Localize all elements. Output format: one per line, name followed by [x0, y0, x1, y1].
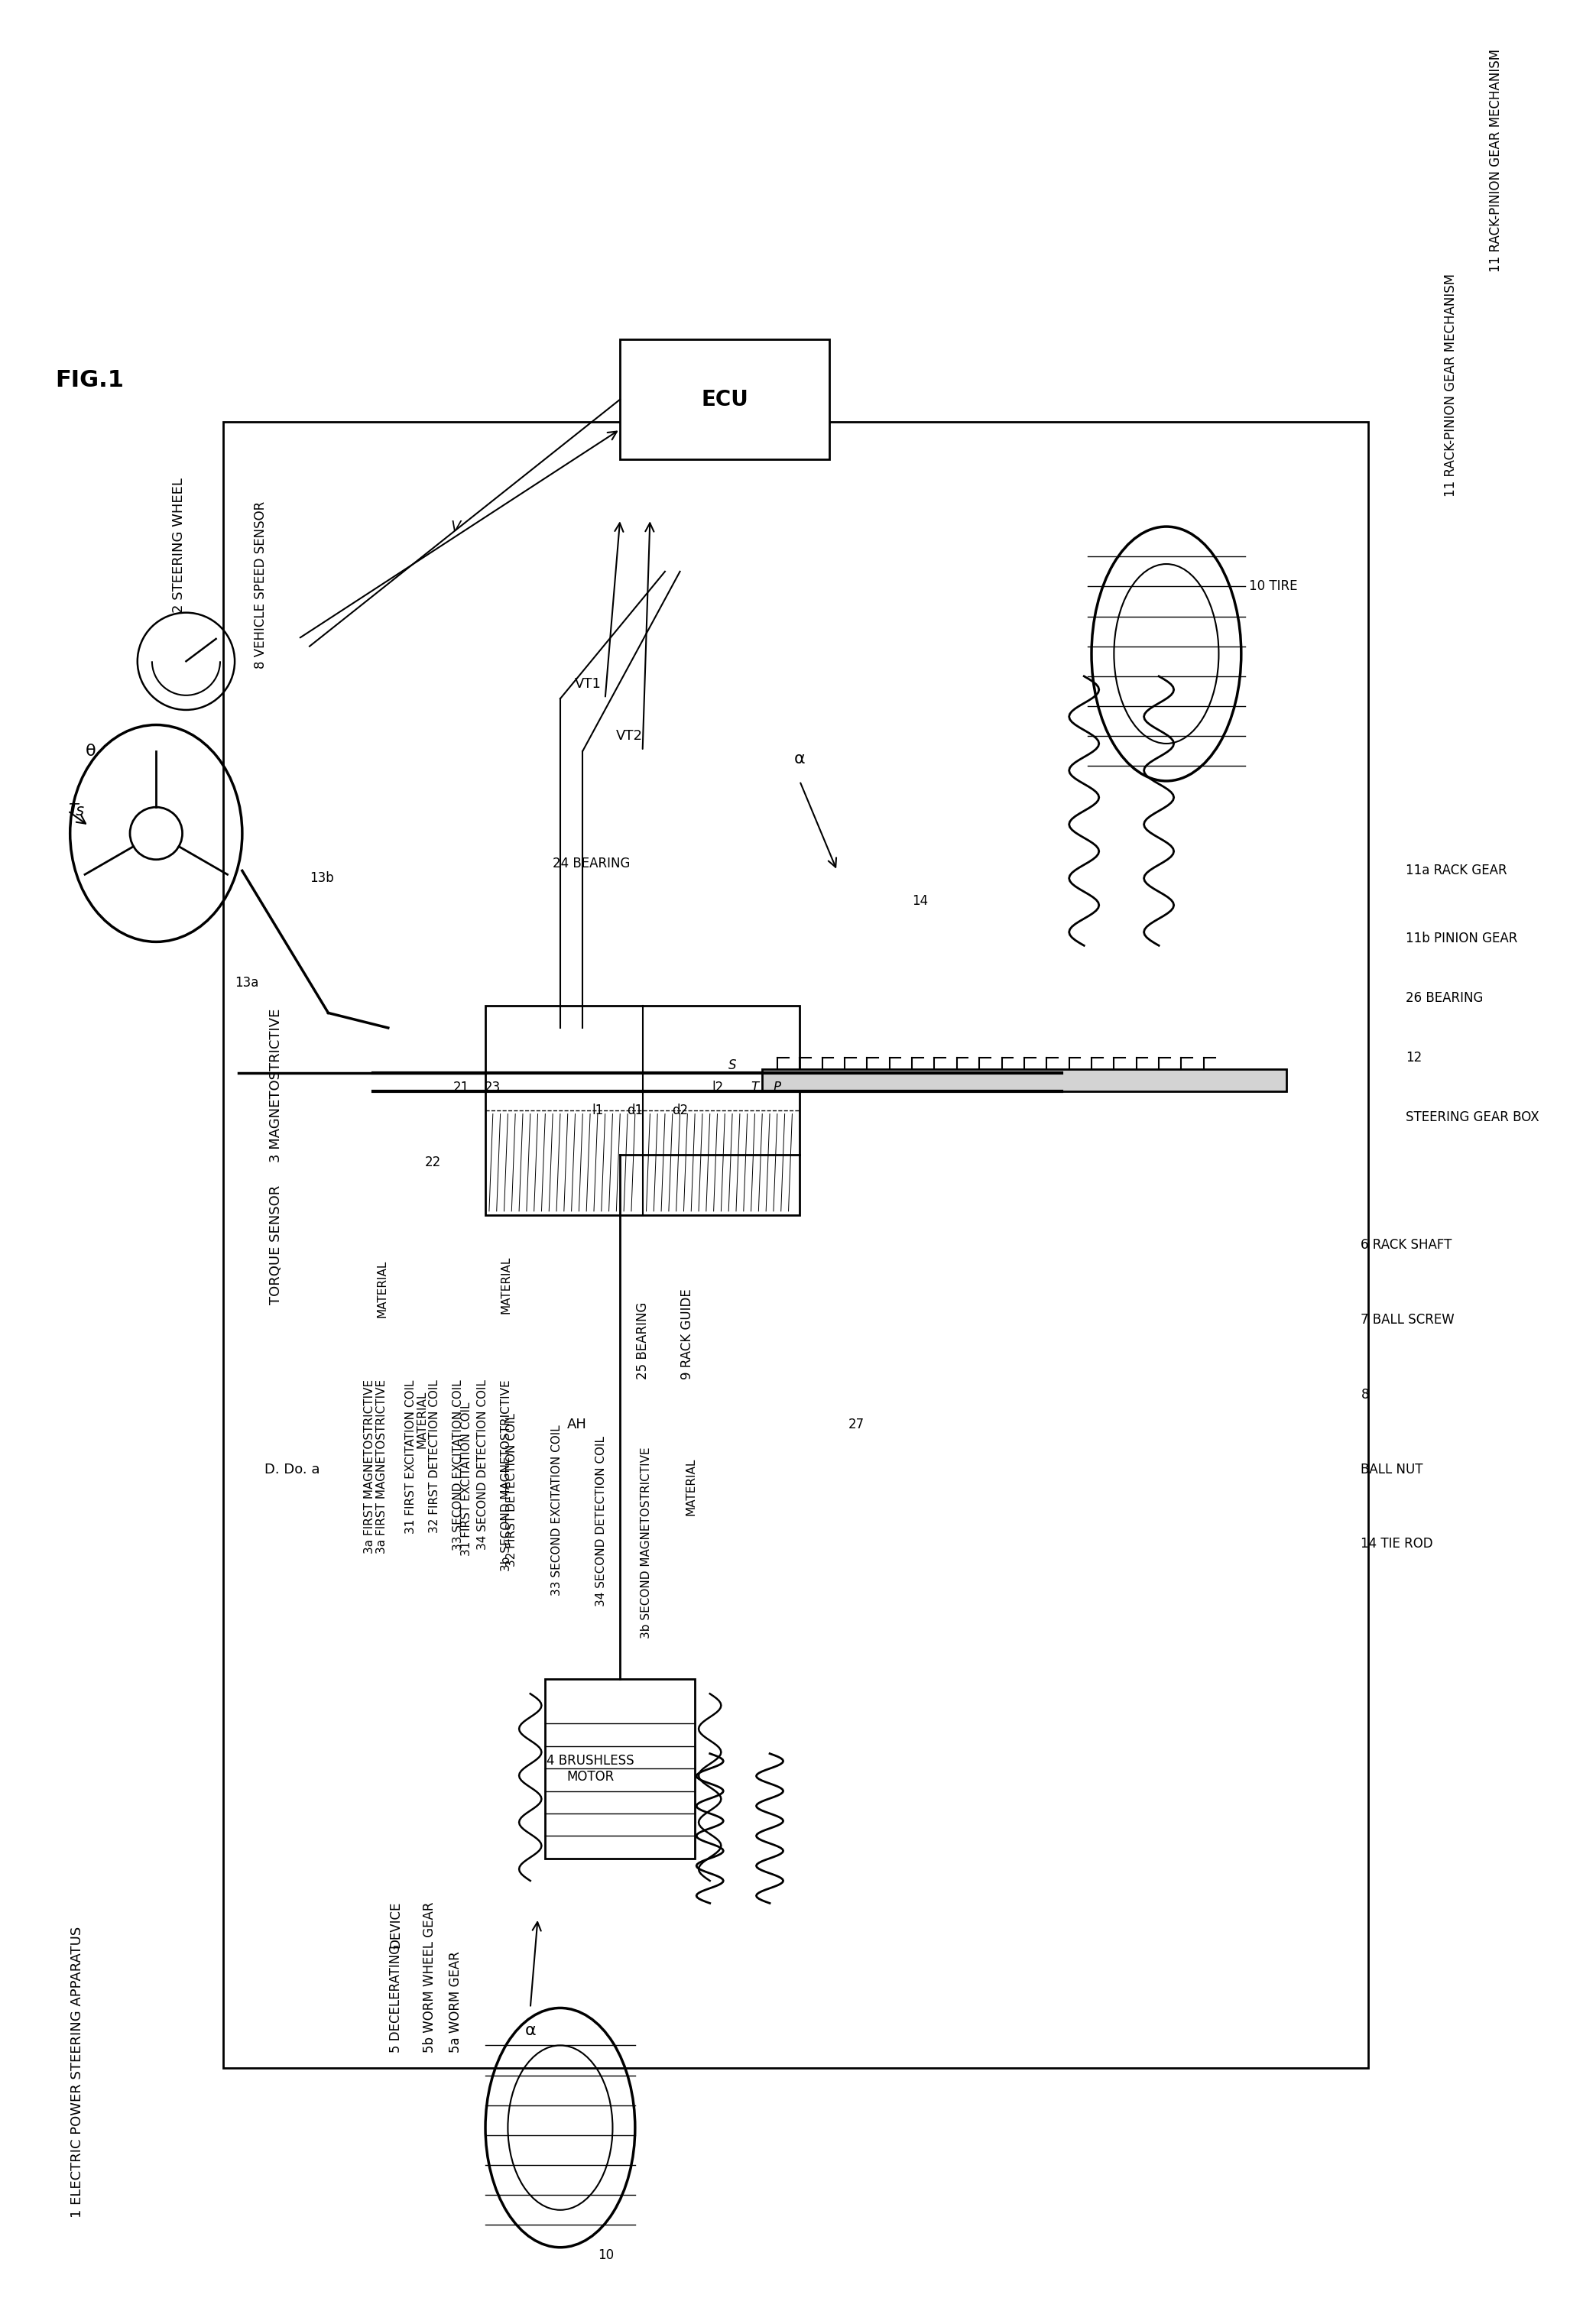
- Text: d1: d1: [627, 1104, 643, 1118]
- Text: α: α: [524, 2022, 537, 2038]
- Text: 24 BEARING: 24 BEARING: [552, 858, 630, 869]
- Text: 6 RACK SHAFT: 6 RACK SHAFT: [1361, 1239, 1452, 1253]
- Text: Ts: Ts: [68, 804, 84, 818]
- Text: 31 FIRST EXCITATION COIL: 31 FIRST EXCITATION COIL: [405, 1380, 416, 1534]
- Bar: [223, 423, 1368, 2068]
- Text: DEVICE: DEVICE: [389, 1901, 402, 1948]
- Text: 8 VEHICLE SPEED SENSOR: 8 VEHICLE SPEED SENSOR: [253, 502, 268, 669]
- Text: 27: 27: [848, 1418, 864, 1432]
- Bar: [545, 1678, 695, 1859]
- Text: 3a FIRST MAGNETOSTRICTIVE: 3a FIRST MAGNETOSTRICTIVE: [377, 1380, 388, 1555]
- Text: 4 BRUSHLESS
MOTOR: 4 BRUSHLESS MOTOR: [546, 1755, 633, 1783]
- Text: MATERIAL: MATERIAL: [416, 1390, 427, 1448]
- Text: 3 MAGNETOSTRICTIVE: 3 MAGNETOSTRICTIVE: [269, 1009, 283, 1162]
- Text: 13b: 13b: [310, 872, 334, 885]
- Text: 31 FIRST EXCITATION COIL: 31 FIRST EXCITATION COIL: [461, 1401, 472, 1557]
- Text: 5 DECELERATING: 5 DECELERATING: [389, 1945, 402, 2052]
- Text: 14 TIE ROD: 14 TIE ROD: [1361, 1536, 1433, 1550]
- Text: 12: 12: [1406, 1050, 1422, 1064]
- Text: 3b SECOND MAGNETOSTRICTIVE: 3b SECOND MAGNETOSTRICTIVE: [500, 1380, 511, 1571]
- Text: 8: 8: [1361, 1387, 1369, 1401]
- Text: 3a FIRST MAGNETOSTRICTIVE: 3a FIRST MAGNETOSTRICTIVE: [364, 1380, 375, 1555]
- Text: 7 BALL SCREW: 7 BALL SCREW: [1361, 1313, 1455, 1327]
- Text: 3b SECOND MAGNETOSTRICTIVE: 3b SECOND MAGNETOSTRICTIVE: [641, 1448, 652, 1638]
- Text: AH: AH: [567, 1418, 587, 1432]
- Text: 33 SECOND EXCITATION COIL: 33 SECOND EXCITATION COIL: [453, 1380, 464, 1550]
- Text: MATERIAL: MATERIAL: [377, 1260, 388, 1318]
- Text: MATERIAL: MATERIAL: [685, 1457, 697, 1515]
- Text: 34 SECOND DETECTION COIL: 34 SECOND DETECTION COIL: [476, 1380, 488, 1550]
- Bar: [621, 339, 829, 460]
- Text: D. Do. a: D. Do. a: [264, 1462, 320, 1476]
- Text: α: α: [795, 751, 806, 767]
- Text: MATERIAL: MATERIAL: [500, 1255, 511, 1313]
- Text: 25 BEARING: 25 BEARING: [636, 1301, 649, 1380]
- Text: 5a WORM GEAR: 5a WORM GEAR: [448, 1952, 462, 2052]
- Text: 11 RACK-PINION GEAR MECHANISM: 11 RACK-PINION GEAR MECHANISM: [1444, 274, 1458, 497]
- Text: 11a RACK GEAR: 11a RACK GEAR: [1406, 865, 1507, 878]
- Text: 13a: 13a: [234, 976, 258, 990]
- Text: TORQUE SENSOR: TORQUE SENSOR: [269, 1185, 283, 1304]
- Text: l2: l2: [711, 1081, 723, 1095]
- Text: 10 TIRE: 10 TIRE: [1249, 579, 1296, 593]
- Text: 9 RACK GUIDE: 9 RACK GUIDE: [681, 1290, 695, 1380]
- Text: 34 SECOND DETECTION COIL: 34 SECOND DETECTION COIL: [595, 1436, 608, 1606]
- Text: d2: d2: [671, 1104, 689, 1118]
- Text: θ: θ: [85, 744, 95, 758]
- Text: BALL NUT: BALL NUT: [1361, 1462, 1423, 1476]
- Text: l1: l1: [592, 1104, 603, 1118]
- Text: 1 ELECTRIC POWER STEERING APPARATUS: 1 ELECTRIC POWER STEERING APPARATUS: [70, 1927, 84, 2217]
- Text: 22: 22: [424, 1155, 442, 1169]
- Text: 32 FIRST DETECTION COIL: 32 FIRST DETECTION COIL: [429, 1380, 440, 1534]
- Bar: [763, 1069, 1285, 1092]
- Text: STEERING GEAR BOX: STEERING GEAR BOX: [1406, 1111, 1539, 1125]
- Text: 32 FIRST DETECTION COIL: 32 FIRST DETECTION COIL: [507, 1413, 518, 1566]
- Text: 11b PINION GEAR: 11b PINION GEAR: [1406, 932, 1518, 946]
- Text: VT1: VT1: [575, 676, 602, 690]
- Text: 2 STEERING WHEEL: 2 STEERING WHEEL: [171, 476, 185, 614]
- Bar: [486, 1006, 799, 1215]
- Text: T: T: [750, 1081, 758, 1095]
- Text: ECU: ECU: [701, 388, 749, 409]
- Text: S: S: [728, 1057, 736, 1071]
- Text: 23: 23: [484, 1081, 500, 1095]
- Text: P: P: [774, 1081, 780, 1095]
- Text: 10: 10: [598, 2247, 614, 2261]
- Text: 5b WORM WHEEL GEAR: 5b WORM WHEEL GEAR: [423, 1901, 437, 2052]
- Text: 33 SECOND EXCITATION COIL: 33 SECOND EXCITATION COIL: [551, 1425, 562, 1594]
- Text: FIG.1: FIG.1: [55, 370, 123, 393]
- Text: V: V: [450, 518, 461, 535]
- Text: VT2: VT2: [616, 730, 643, 744]
- Text: 26 BEARING: 26 BEARING: [1406, 990, 1483, 1004]
- Text: 21: 21: [453, 1081, 470, 1095]
- Text: 14: 14: [912, 895, 928, 909]
- Text: 11 RACK-PINION GEAR MECHANISM: 11 RACK-PINION GEAR MECHANISM: [1488, 49, 1502, 272]
